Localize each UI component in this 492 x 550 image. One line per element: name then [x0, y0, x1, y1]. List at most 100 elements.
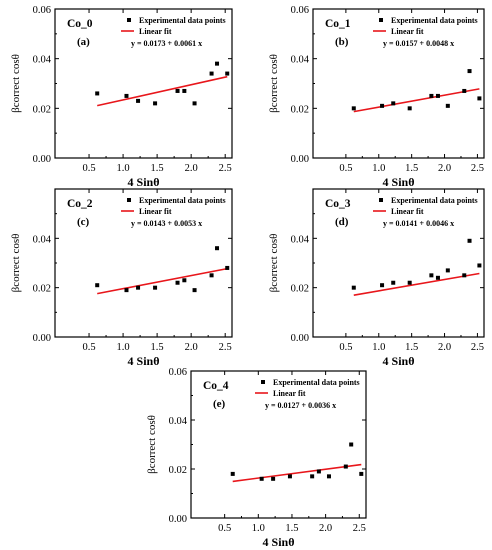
fit-equation: y = 0.0141 + 0.0046 x — [383, 219, 454, 228]
data-point — [153, 285, 158, 290]
x-tick-label: 1.5 — [285, 523, 298, 534]
x-tick-label: 1.0 — [372, 163, 385, 174]
data-point — [310, 474, 315, 479]
y-axis-label: βcorrect cosθ — [10, 234, 22, 293]
data-point — [462, 273, 467, 278]
sample-title: Co_3 — [325, 198, 351, 210]
x-tick-label: 2.0 — [185, 163, 198, 174]
data-point — [380, 283, 385, 288]
data-point — [391, 101, 396, 106]
data-point — [435, 275, 440, 280]
x-tick-label: 2.0 — [438, 342, 451, 353]
data-point — [429, 93, 434, 98]
x-tick-label: 2.0 — [185, 342, 198, 353]
legend-label-fit: Linear fit — [139, 27, 172, 36]
legend-marker-points — [127, 198, 131, 202]
data-point — [209, 273, 214, 278]
panel-label: (b) — [335, 36, 349, 48]
data-point — [192, 288, 197, 293]
y-tick-label: 0.02 — [291, 284, 309, 295]
x-tick-label: 2.5 — [471, 163, 484, 174]
legend-label-fit: Linear fit — [391, 207, 424, 216]
legend-label-fit: Linear fit — [139, 207, 172, 216]
y-tick-label: 0.04 — [33, 55, 52, 66]
panel-label: (d) — [335, 216, 349, 228]
x-tick-label: 1.0 — [252, 523, 265, 534]
chart-panel-co-1: 0.5 1.0 1.5 2.0 2.5 0.00 0.02 0.04 0.06 4 Sinθ βco… — [268, 5, 485, 189]
data-point — [95, 91, 100, 96]
legend-label-points: Experimental data points — [139, 196, 226, 205]
data-point — [349, 442, 354, 447]
chart-panel-co-2: 0.5 1.0 1.5 2.0 2.5 0.00 0.02 0.04 4 Sinθ βcorrec… — [10, 188, 233, 368]
legend-marker-points — [127, 18, 131, 22]
y-tick-label: 0.00 — [169, 514, 187, 525]
y-tick-label: 0.02 — [169, 465, 187, 476]
linear-fit-line — [232, 463, 362, 483]
data-point — [429, 273, 434, 278]
data-point — [225, 265, 230, 270]
data-point — [467, 69, 472, 74]
data-point — [467, 238, 472, 243]
sample-title: Co_4 — [203, 380, 229, 392]
fit-equation: y = 0.0173 + 0.0061 x — [131, 39, 202, 48]
data-point — [445, 268, 450, 273]
legend-marker-points — [379, 198, 383, 202]
y-tick-label: 0.06 — [291, 5, 309, 16]
x-tick-label: 0.5 — [82, 342, 95, 353]
x-tick-label: 0.5 — [218, 523, 231, 534]
x-tick-label: 1.0 — [117, 163, 130, 174]
legend-label-points: Experimental data points — [273, 378, 360, 387]
data-point — [153, 101, 158, 106]
data-point — [316, 469, 321, 474]
sample-title: Co_2 — [67, 198, 93, 210]
data-point — [225, 71, 230, 76]
data-point — [326, 474, 331, 479]
x-tick-label: 2.0 — [319, 523, 332, 534]
legend-marker-points — [261, 380, 265, 384]
legend-marker-points — [379, 18, 383, 22]
data-point — [136, 98, 141, 103]
legend-label-fit: Linear fit — [273, 389, 306, 398]
data-point — [124, 288, 129, 293]
panel-label: (a) — [77, 36, 90, 48]
y-tick-label: 0.04 — [291, 234, 310, 245]
linear-fit-line — [97, 75, 228, 107]
x-tick-label: 1.0 — [372, 342, 385, 353]
panel-label: (e) — [213, 398, 226, 410]
x-axis-label: 4 Sinθ — [383, 175, 415, 189]
x-axis-label: 4 Sinθ — [383, 354, 415, 368]
data-point — [359, 471, 364, 476]
fit-equation: y = 0.0127 + 0.0036 x — [265, 401, 336, 410]
chart-panel-co-4: 0.5 1.0 1.5 2.0 2.5 0.00 0.02 0.04 0.06 4 Sinθ βco… — [146, 367, 367, 549]
data-point — [175, 280, 180, 285]
linear-fit-line — [353, 272, 480, 296]
data-point — [445, 103, 450, 108]
data-point — [351, 285, 356, 290]
chart-panel-co-0: 0.5 1.0 1.5 2.0 2.5 0.00 0.02 0.04 0.06 4 Sinθ βco… — [10, 5, 233, 189]
x-tick-label: 0.5 — [339, 342, 352, 353]
legend-label-points: Experimental data points — [139, 16, 226, 25]
y-tick-label: 0.00 — [33, 333, 51, 344]
data-point — [391, 280, 396, 285]
x-tick-label: 1.5 — [405, 163, 418, 174]
data-point — [351, 106, 356, 111]
data-point — [230, 471, 235, 476]
data-point — [182, 278, 187, 283]
sample-title: Co_0 — [67, 18, 93, 30]
legend-label-points: Experimental data points — [391, 196, 478, 205]
linear-fit-line — [353, 88, 480, 113]
x-tick-label: 2.5 — [219, 342, 232, 353]
data-point — [215, 61, 220, 66]
linear-fit-line — [97, 267, 228, 295]
data-point — [407, 280, 412, 285]
data-point — [175, 88, 180, 93]
y-axis-label: βcorrect cosθ — [268, 234, 280, 293]
y-tick-label: 0.02 — [33, 104, 51, 115]
y-tick-label: 0.04 — [291, 55, 310, 66]
data-point — [477, 96, 482, 101]
y-tick-label: 0.00 — [291, 333, 309, 344]
x-tick-label: 1.5 — [151, 342, 164, 353]
y-tick-label: 0.06 — [33, 5, 51, 16]
data-point — [215, 246, 220, 251]
fit-equation: y = 0.0157 + 0.0048 x — [383, 39, 454, 48]
